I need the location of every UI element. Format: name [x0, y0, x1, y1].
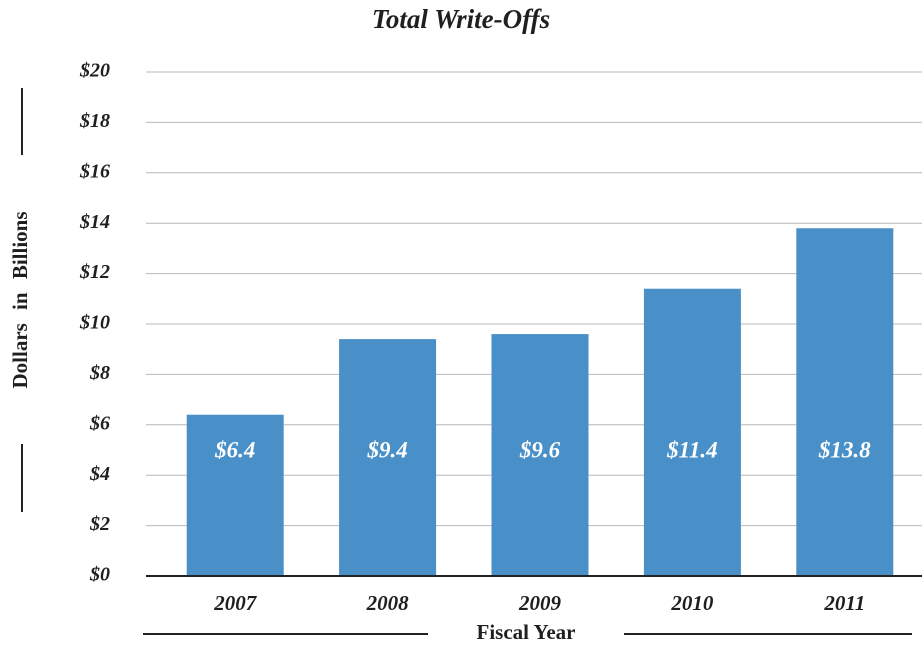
- y-tick-label: $6: [89, 412, 110, 434]
- data-label: $9.4: [366, 437, 407, 462]
- y-tick-label: $20: [79, 60, 110, 82]
- bar: [491, 334, 589, 576]
- y-tick-label: $16: [79, 160, 110, 182]
- y-tick-label: $2: [89, 513, 110, 535]
- chart-title: Total Write-Offs: [372, 4, 550, 34]
- y-tick-label: $4: [89, 463, 110, 485]
- y-tick-label: $10: [79, 312, 110, 334]
- bar: [643, 288, 741, 576]
- data-label: $6.4: [214, 437, 255, 462]
- y-tick-label: $18: [79, 110, 110, 132]
- x-tick-label: 2008: [366, 591, 410, 615]
- x-tick-label: 2010: [670, 591, 714, 615]
- x-axis-title: Fiscal Year: [477, 620, 576, 644]
- data-label: $9.6: [519, 437, 561, 462]
- y-axis-title: Dollars in Billions: [8, 211, 32, 388]
- y-tick-label: $12: [79, 261, 110, 283]
- y-tick-label: $0: [89, 564, 110, 586]
- x-tick-label: 2007: [213, 591, 258, 615]
- x-tick-label: 2011: [823, 591, 865, 615]
- data-label: $11.4: [666, 437, 717, 462]
- data-label: $13.8: [818, 437, 871, 462]
- bar: [796, 228, 894, 577]
- bar: [186, 414, 284, 576]
- y-tick-label: $8: [89, 362, 110, 384]
- bar: [339, 339, 437, 576]
- x-tick-label: 2009: [518, 591, 562, 615]
- y-tick-label: $14: [79, 211, 110, 233]
